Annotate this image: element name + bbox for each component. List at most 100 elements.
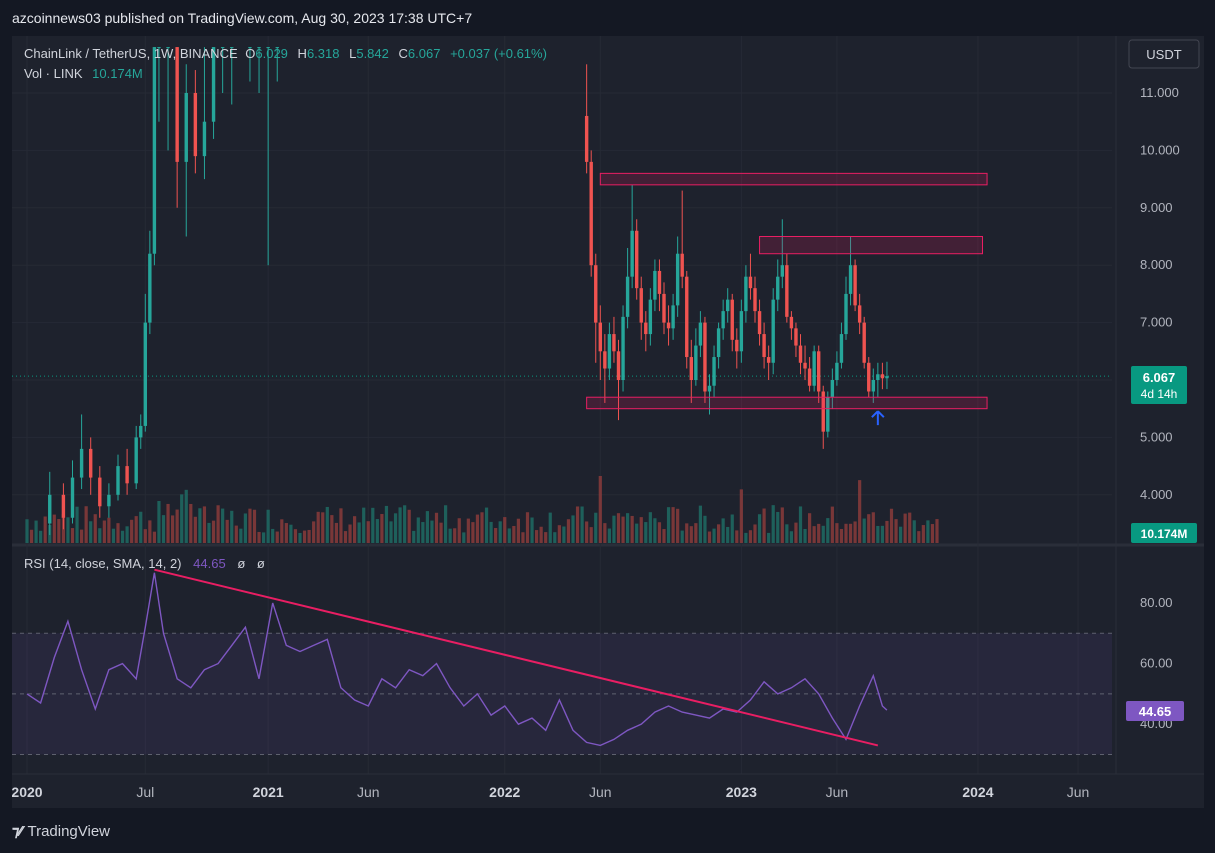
close-value: 6.067 — [408, 46, 441, 61]
rsi-value: 44.65 — [193, 556, 226, 571]
volume-bar-178 — [835, 523, 839, 543]
price-tick-2: 9.000 — [1140, 200, 1173, 215]
volume-bar-29 — [157, 500, 161, 543]
volume-bar-116 — [553, 532, 557, 543]
volume-bar-190 — [889, 508, 894, 543]
volume-bar-119 — [566, 519, 571, 543]
volume-bar-15 — [93, 514, 97, 543]
volume-bar-87 — [421, 522, 425, 543]
time-tick-6: 2023 — [726, 784, 757, 800]
rsi-tick-0: 80.00 — [1140, 595, 1173, 610]
volume-bar-152 — [717, 524, 721, 543]
volume-bar-133 — [630, 515, 634, 543]
volume-bar-113 — [539, 526, 543, 543]
volume-bar-38 — [198, 508, 202, 543]
volume-bar-10 — [70, 528, 75, 543]
price-tick-7: 4.000 — [1140, 487, 1173, 502]
volume-bar-17 — [102, 520, 106, 543]
candle-151 — [712, 357, 716, 386]
volume-bar-194 — [908, 512, 912, 543]
candle-184 — [862, 322, 866, 363]
volume-bar-182 — [853, 521, 857, 543]
volume-bar-28 — [152, 531, 156, 543]
candle-150 — [707, 385, 712, 392]
volume-bar-137 — [648, 512, 652, 543]
candle-174 — [817, 351, 821, 392]
time-tick-7: Jun — [826, 784, 849, 800]
volume-bar-60 — [298, 532, 302, 543]
volume-bar-125 — [594, 512, 598, 543]
candle-176 — [826, 397, 830, 432]
candle-early-23 — [248, 47, 252, 49]
currency-button[interactable]: USDT — [1128, 39, 1200, 69]
candle-early-5 — [98, 477, 102, 507]
volume-bar-114 — [544, 532, 548, 543]
volume-bar-117 — [557, 525, 561, 543]
volume-bar-124 — [589, 527, 593, 543]
candle-147 — [694, 345, 698, 380]
rsi-legend: RSI (14, close, SMA, 14, 2) 44.65 ø ø — [24, 556, 265, 571]
candle-167 — [785, 265, 789, 317]
volume-bar-150 — [707, 531, 712, 543]
price-badge-value: 6.067 — [1143, 370, 1176, 385]
volume-bar-99 — [475, 514, 480, 543]
volume-bar-123 — [585, 521, 589, 543]
candle-171 — [803, 362, 807, 369]
candle-189 — [885, 376, 889, 379]
volume-bar-198 — [926, 520, 930, 543]
volume-bar-121 — [575, 506, 580, 543]
volume-bar-75 — [366, 521, 370, 543]
volume-bar-171 — [803, 528, 807, 543]
volume-bar-64 — [316, 511, 320, 543]
time-tick-4: 2022 — [489, 784, 520, 800]
candle-138 — [653, 270, 657, 300]
volume-bar-200 — [935, 519, 939, 543]
rsi-badge-value: 44.65 — [1139, 704, 1172, 719]
candle-165 — [776, 276, 780, 300]
candle-148 — [698, 322, 703, 346]
candle-137 — [648, 299, 653, 335]
volume-bar-23 — [130, 519, 134, 543]
candle-early-25 — [266, 47, 270, 49]
volume-bar-58 — [289, 524, 293, 543]
volume-bar-85 — [412, 530, 416, 543]
volume-bar-30 — [161, 515, 166, 543]
time-tick-3: Jun — [357, 784, 380, 800]
rsi-extra-2: ø — [257, 556, 265, 571]
chart-svg[interactable]: 11.00010.0009.0008.0007.0006.0005.0004.0… — [12, 36, 1204, 808]
candle-early-3 — [79, 448, 84, 478]
volume-bar-48 — [243, 513, 247, 543]
candle-187 — [876, 374, 880, 380]
volume-bar-144 — [680, 530, 684, 543]
volume-bar-158 — [744, 532, 748, 543]
candle-135 — [639, 288, 643, 323]
volume-bar-169 — [794, 522, 798, 543]
volume-bar-183 — [858, 480, 862, 543]
tradingview-logo-icon: ⁊⁄⁄ — [12, 823, 23, 840]
volume-bar-193 — [903, 513, 907, 543]
candle-early-0 — [48, 494, 52, 524]
volume-bar-79 — [384, 505, 389, 543]
volume-bar-141 — [666, 507, 671, 543]
volume-bar-129 — [612, 515, 616, 543]
volume-bar-32 — [171, 515, 175, 543]
candle-early-7 — [116, 466, 120, 495]
time-axis[interactable]: 2020 Jul 2021 Jun 2022 Jun 2023 Jun 2024 Jun — [12, 773, 1204, 800]
candle-166 — [780, 265, 784, 277]
volume-bar-166 — [780, 507, 784, 543]
candle-127 — [603, 351, 607, 369]
candle-early-13 — [152, 47, 157, 254]
volume-bar-51 — [257, 531, 261, 543]
chart-area[interactable]: 11.00010.0009.0008.0007.0006.0005.0004.0… — [12, 36, 1204, 808]
price-axis[interactable]: 11.00010.0009.0008.0007.0006.0005.0004.0… — [1115, 36, 1180, 774]
volume-bar-54 — [271, 528, 275, 543]
footer-brand[interactable]: ⁊⁄⁄ TradingView — [12, 822, 110, 841]
candle-early-26 — [275, 47, 279, 49]
volume-bar-110 — [525, 512, 530, 543]
volume-bar-41 — [211, 520, 216, 543]
resistance-zones[interactable] — [586, 172, 988, 410]
volume-bar-157 — [739, 489, 743, 543]
volume-bar-19 — [111, 528, 116, 543]
candle-156 — [735, 339, 739, 352]
volume-bar-172 — [808, 513, 812, 543]
